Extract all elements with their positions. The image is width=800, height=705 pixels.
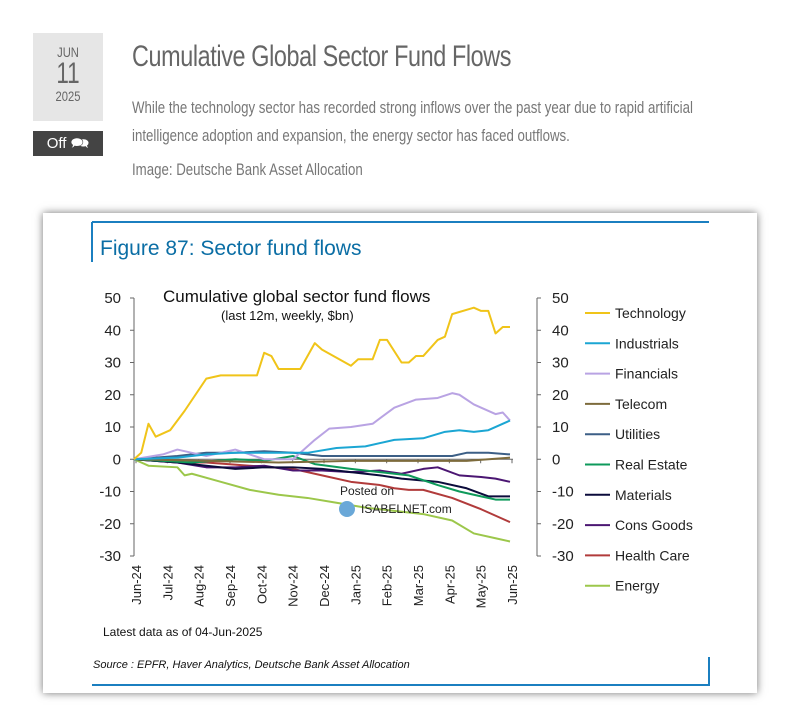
post-day: 11 [56,57,80,90]
watermark-site: ISABELNET.com [361,502,452,516]
y-tick-label-right: 10 [552,419,569,436]
latest-data-note: Latest data as of 04-Jun-2025 [103,625,263,639]
x-tick-label: May-25 [474,565,489,608]
series-line-technology [133,306,510,460]
y-tick-label-left: 40 [104,322,121,339]
y-tick-label-left: 50 [104,290,121,307]
source-note: Source : EPFR, Haver Analytics, Deutsche… [93,659,410,671]
legend-label: Materials [615,487,672,503]
series-line-telecom [133,456,511,464]
post-title[interactable]: Cumulative Global Sector Fund Flows [132,40,512,73]
post-date: JUN 11 2025 [33,33,103,121]
x-tick-label: Aug-24 [192,565,207,607]
image-credit: Image: Deutsche Bank Asset Allocation [132,160,363,179]
chart-title: Cumulative global sector fund flows [163,287,430,306]
legend-label: Health Care [615,547,690,563]
series-line-materials [133,458,510,498]
series-line-real-estate [133,455,510,501]
y-tick-label-left: 10 [104,419,121,436]
post-description: While the technology sector has recorded… [132,98,693,145]
x-tick-label: Jan-25 [348,565,363,605]
comments-label: Off [46,135,67,152]
figure-label: Figure 87: Sector fund flows [100,237,361,260]
y-tick-label-right: 40 [552,322,569,339]
speech-bubbles-icon: 🗪 [70,135,90,152]
x-tick-label: Feb-25 [380,565,395,606]
legend-label: Utilities [615,426,660,442]
legend-label: Technology [615,305,686,321]
frame-top [91,221,709,262]
y-tick-label-left: 20 [104,387,121,404]
isabelnet-logo-icon [339,501,355,517]
x-tick-label: Dec-24 [317,565,332,607]
x-tick-label: Oct-24 [254,565,269,604]
series-line-industrials [133,419,511,461]
y-tick-label-right: 20 [552,387,569,404]
y-tick-label-right: -20 [552,516,574,533]
y-tick-label-left: -10 [99,484,121,501]
y-tick-label-left: 0 [113,451,121,468]
post-year: 2025 [55,88,81,104]
y-tick-label-right: -30 [552,548,574,565]
frame-bottom [92,657,710,686]
legend-label: Telecom [615,396,667,412]
legend-label: Financials [615,366,678,382]
series-line-utilities [133,450,511,461]
chart-card: Figure 87: Sector fund flows Cumulative … [43,213,757,693]
x-tick-label: Sep-24 [223,565,238,607]
x-tick-label: Jun-24 [129,565,144,605]
chart: Figure 87: Sector fund flows Cumulative … [91,221,710,686]
series-line-health-care [133,458,511,524]
post-month: JUN [57,44,79,60]
legend-label: Real Estate [615,457,688,473]
x-tick-label: Jul-24 [160,565,175,600]
y-tick-label-left: -30 [99,548,121,565]
x-tick-label: Mar-25 [411,565,426,606]
chart-subtitle: (last 12m, weekly, $bn) [221,308,354,323]
watermark-posted: Posted on [340,484,394,498]
series-line-energy [133,458,511,543]
x-tick-label: Nov-24 [286,565,301,607]
x-tick-label: Apr-25 [442,565,457,604]
legend-label: Energy [615,578,659,594]
y-tick-label-right: 30 [552,355,569,372]
comments-button[interactable]: Off 🗪 [33,131,103,156]
y-tick-label-right: 50 [552,290,569,307]
y-tick-label-left: 30 [104,355,121,372]
legend-label: Industrials [615,335,679,351]
y-tick-label-left: -20 [99,516,121,533]
legend-label: Cons Goods [615,517,693,533]
x-tick-label: Jun-25 [505,565,520,605]
y-tick-label-right: 0 [552,451,560,468]
y-tick-label-right: -10 [552,484,574,501]
